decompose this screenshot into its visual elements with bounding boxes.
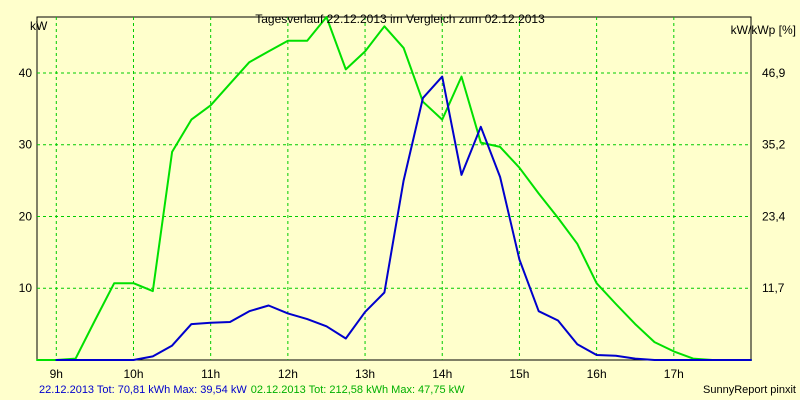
footer-summary: 22.12.2013 Tot: 70,81 kWh Max: 39,54 kW 0… (39, 384, 465, 396)
x-tick-label: 12h (278, 367, 298, 381)
chart-title: Tagesverlauf 22.12.2013 im Vergleich zum… (255, 12, 545, 26)
x-tick-label: 11h (201, 367, 220, 381)
y-right-tick-label: 46,9 (762, 66, 786, 80)
x-tick-label: 14h (432, 367, 452, 381)
plot-frame (36, 16, 752, 361)
footer-series1: 22.12.2013 Tot: 70,81 kWh Max: 39,54 kW (39, 384, 247, 396)
y-right-tick-label: 11,7 (762, 281, 785, 295)
x-tick-labels: 9h 10h 11h 12h 13h 14h 15h 16h 17h (50, 367, 684, 381)
y-left-tick-label: 40 (19, 66, 33, 80)
series-layer (36, 16, 752, 361)
y-left-tick-labels: 10 20 30 40 (19, 66, 33, 295)
y-right-tick-labels: 11,7 23,4 35,2 46,9 (762, 66, 786, 295)
y-right-tick-label: 23,4 (762, 209, 786, 223)
x-tick-label: 16h (587, 367, 607, 381)
x-tick-label: 15h (509, 367, 529, 381)
footer-series2: 02.12.2013 Tot: 212,58 kWh Max: 47,75 kW (251, 384, 465, 396)
footer-brand: SunnyReport pinxit (703, 384, 796, 396)
grid-horizontal (37, 72, 751, 289)
x-tick-label: 10h (123, 367, 143, 381)
y-right-tick-label: 35,2 (762, 138, 786, 152)
y-left-tick-label: 10 (19, 281, 33, 295)
y-left-tick-label: 30 (19, 138, 33, 152)
x-tick-label: 9h (50, 367, 63, 381)
series-line-02.12.2013 (36, 16, 752, 361)
series-line-22.12.2013 (55, 75, 752, 361)
y-left-axis-label: kW (30, 19, 48, 33)
x-tick-label: 17h (664, 367, 684, 381)
y-right-axis-label: kW/kWp [%] (731, 23, 796, 37)
y-left-tick-label: 20 (19, 209, 33, 223)
x-tick-label: 13h (355, 367, 375, 381)
